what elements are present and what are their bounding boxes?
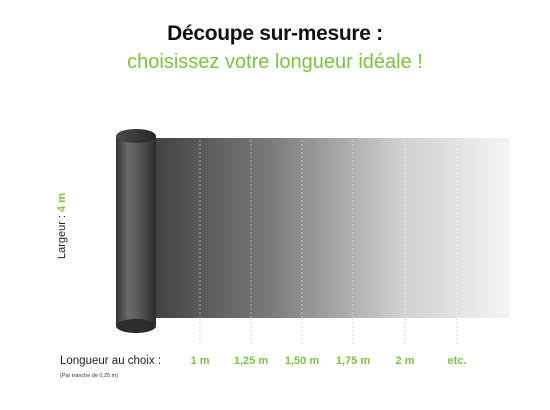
length-option: 1 m: [190, 355, 210, 367]
length-label: Longueur au choix :: [60, 355, 162, 367]
roll-cylinder: [116, 129, 156, 333]
fabric-sheet: [140, 138, 510, 318]
length-note: (Par tranche de 0,25 m): [60, 373, 119, 379]
page-subtitle: choisissez votre longueur idéale !: [127, 51, 423, 73]
width-label-text: Largeur :: [56, 211, 68, 260]
length-option: 1,50 m: [284, 355, 320, 367]
page-title: Découpe sur-mesure :: [167, 22, 383, 45]
width-value: 4 m: [56, 192, 68, 212]
length-option: 1,75 m: [335, 355, 371, 367]
length-option: 1,25 m: [233, 355, 269, 367]
width-label: Largeur : 4 m: [56, 193, 68, 259]
length-option: 2 m: [395, 355, 415, 367]
length-option: etc.: [447, 355, 467, 367]
